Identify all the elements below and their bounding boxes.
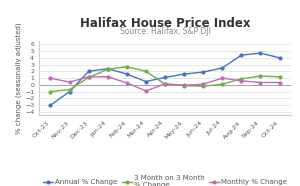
Annual % Change [163, 76, 167, 78]
Annual % Change [201, 71, 205, 73]
Monthly % Change [163, 83, 167, 85]
Annual % Change [182, 73, 186, 75]
3 Month on 3 Month
% Change [259, 75, 262, 77]
Monthly % Change [278, 81, 281, 84]
Annual % Change [125, 73, 129, 75]
Annual % Change [87, 70, 90, 73]
Monthly % Change [49, 77, 52, 79]
Annual % Change [49, 104, 52, 106]
3 Month on 3 Month
% Change [163, 83, 167, 85]
3 Month on 3 Month
% Change [278, 76, 281, 78]
Line: Monthly % Change: Monthly % Change [49, 75, 281, 92]
Annual % Change [220, 67, 224, 69]
3 Month on 3 Month
% Change [125, 65, 129, 68]
3 Month on 3 Month
% Change [240, 78, 243, 80]
3 Month on 3 Month
% Change [220, 83, 224, 85]
3 Month on 3 Month
% Change [87, 76, 90, 78]
Line: Annual % Change: Annual % Change [49, 52, 281, 107]
Monthly % Change [68, 81, 71, 83]
Annual % Change [259, 52, 262, 54]
Monthly % Change [106, 76, 110, 78]
Annual % Change [106, 68, 110, 70]
Monthly % Change [125, 82, 129, 84]
Monthly % Change [240, 80, 243, 82]
3 Month on 3 Month
% Change [106, 68, 110, 70]
3 Month on 3 Month
% Change [49, 91, 52, 93]
Monthly % Change [182, 84, 186, 86]
Annual % Change [144, 80, 148, 83]
Y-axis label: % change (seasonally adjusted): % change (seasonally adjusted) [16, 22, 22, 134]
Monthly % Change [144, 90, 148, 92]
Annual % Change [278, 57, 281, 59]
Line: 3 Month on 3 Month
% Change: 3 Month on 3 Month % Change [49, 65, 281, 93]
3 Month on 3 Month
% Change [144, 70, 148, 73]
Title: Halifax House Price Index: Halifax House Price Index [80, 17, 250, 30]
Monthly % Change [259, 81, 262, 84]
Monthly % Change [220, 77, 224, 79]
3 Month on 3 Month
% Change [201, 85, 205, 87]
Monthly % Change [201, 83, 205, 85]
3 Month on 3 Month
% Change [68, 89, 71, 91]
Monthly % Change [87, 76, 90, 78]
3 Month on 3 Month
% Change [182, 84, 186, 87]
Annual % Change [68, 91, 71, 93]
Text: Source: Halifax, S&P DJI: Source: Halifax, S&P DJI [120, 27, 210, 36]
Legend: Annual % Change, 3 Month on 3 Month
% Change, Monthly % Change: Annual % Change, 3 Month on 3 Month % Ch… [40, 172, 290, 186]
Annual % Change [240, 54, 243, 56]
